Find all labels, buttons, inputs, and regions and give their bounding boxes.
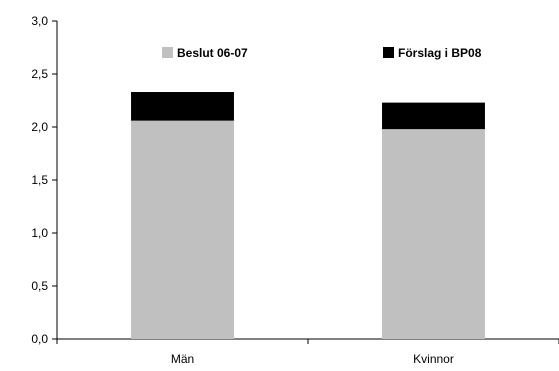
bar-segment-series-1 bbox=[131, 92, 234, 121]
y-tick-label: 1,0 bbox=[31, 226, 48, 240]
legend-swatch-forslag bbox=[383, 47, 394, 58]
y-tick-label: 0,0 bbox=[31, 332, 48, 346]
legend-label-beslut: Beslut 06-07 bbox=[177, 46, 248, 60]
y-tick-label: 0,5 bbox=[31, 279, 48, 293]
y-tick-label: 3,0 bbox=[31, 14, 48, 28]
x-axis: Män Kvinnor bbox=[56, 338, 559, 366]
x-category-label: Kvinnor bbox=[413, 352, 454, 366]
bar-segment-series-0 bbox=[131, 120, 234, 339]
y-tick-label: 2,0 bbox=[31, 120, 48, 134]
legend-label-forslag: Förslag i BP08 bbox=[398, 46, 482, 60]
legend-swatch-beslut bbox=[162, 47, 173, 58]
bars bbox=[131, 92, 485, 339]
bar-segment-series-0 bbox=[382, 129, 485, 339]
bar-segment-series-1 bbox=[382, 102, 485, 130]
x-category-label: Män bbox=[171, 352, 194, 366]
legend: Beslut 06-07 Förslag i BP08 bbox=[162, 46, 482, 60]
y-tick-label: 1,5 bbox=[31, 173, 48, 187]
y-tick-label: 2,5 bbox=[31, 67, 48, 81]
y-axis: 0,0 0,5 1,0 1,5 2,0 2,5 3,0 bbox=[31, 14, 58, 346]
